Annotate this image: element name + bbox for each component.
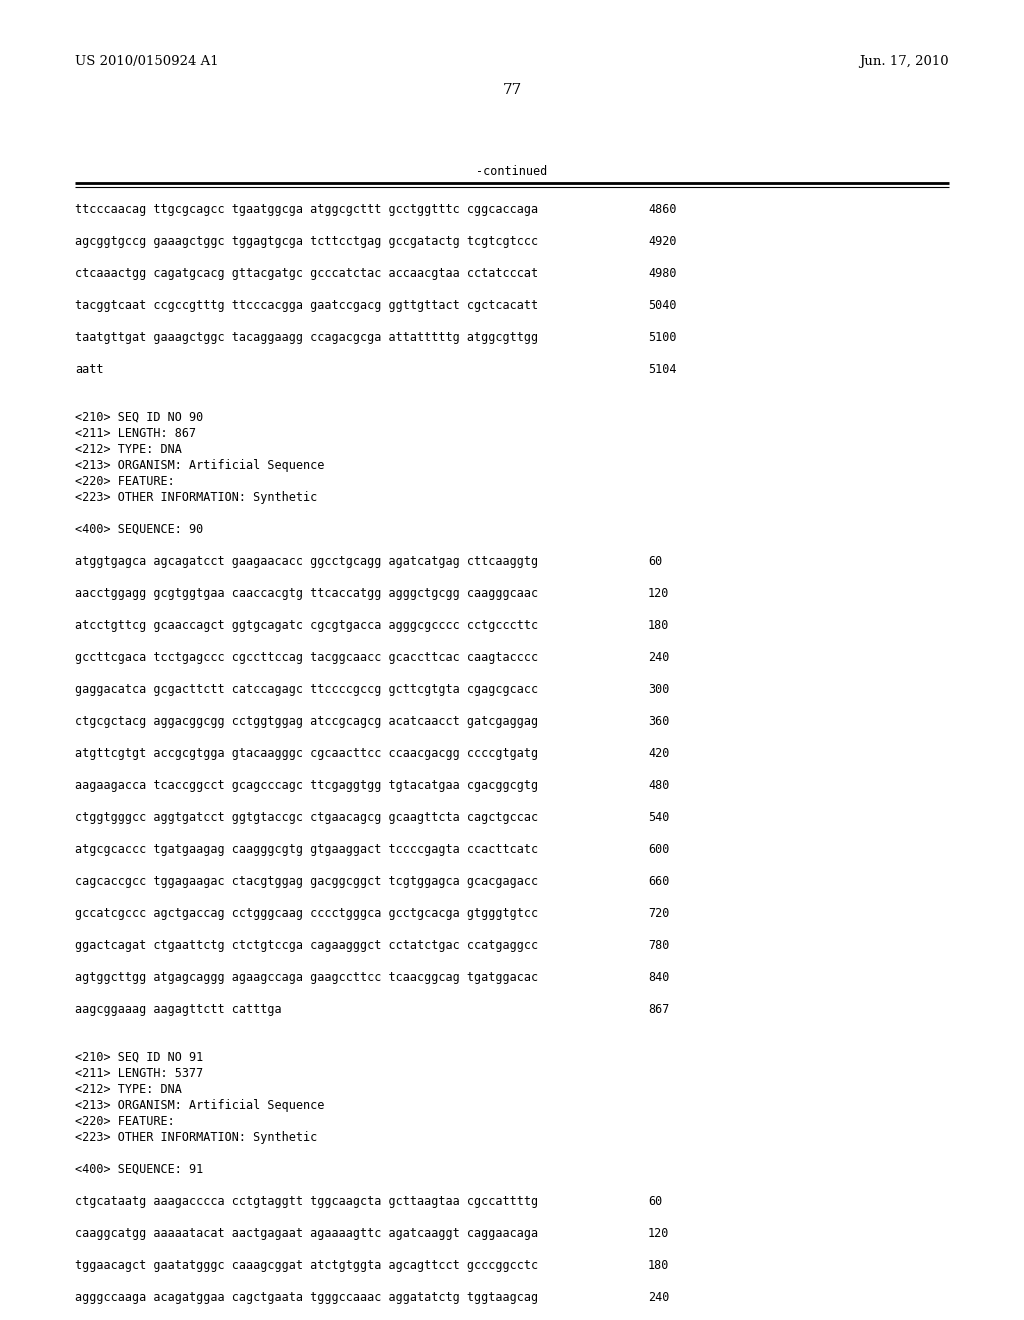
Text: <213> ORGANISM: Artificial Sequence: <213> ORGANISM: Artificial Sequence <box>75 1100 325 1111</box>
Text: 120: 120 <box>648 1228 670 1239</box>
Text: <212> TYPE: DNA: <212> TYPE: DNA <box>75 1082 182 1096</box>
Text: <400> SEQUENCE: 91: <400> SEQUENCE: 91 <box>75 1163 203 1176</box>
Text: atcctgttcg gcaaccagct ggtgcagatc cgcgtgacca agggcgcccc cctgcccttc: atcctgttcg gcaaccagct ggtgcagatc cgcgtga… <box>75 619 539 632</box>
Text: 660: 660 <box>648 875 670 888</box>
Text: <212> TYPE: DNA: <212> TYPE: DNA <box>75 444 182 455</box>
Text: 4920: 4920 <box>648 235 677 248</box>
Text: 867: 867 <box>648 1003 670 1016</box>
Text: 4980: 4980 <box>648 267 677 280</box>
Text: 300: 300 <box>648 682 670 696</box>
Text: 540: 540 <box>648 810 670 824</box>
Text: 60: 60 <box>648 554 663 568</box>
Text: aacctggagg gcgtggtgaa caaccacgtg ttcaccatgg agggctgcgg caagggcaac: aacctggagg gcgtggtgaa caaccacgtg ttcacca… <box>75 587 539 601</box>
Text: ctggtgggcc aggtgatcct ggtgtaccgc ctgaacagcg gcaagttcta cagctgccac: ctggtgggcc aggtgatcct ggtgtaccgc ctgaaca… <box>75 810 539 824</box>
Text: 600: 600 <box>648 843 670 855</box>
Text: <210> SEQ ID NO 90: <210> SEQ ID NO 90 <box>75 411 203 424</box>
Text: aagcggaaag aagagttctt catttga: aagcggaaag aagagttctt catttga <box>75 1003 282 1016</box>
Text: <220> FEATURE:: <220> FEATURE: <box>75 475 175 488</box>
Text: US 2010/0150924 A1: US 2010/0150924 A1 <box>75 55 219 69</box>
Text: aatt: aatt <box>75 363 103 376</box>
Text: <211> LENGTH: 867: <211> LENGTH: 867 <box>75 426 197 440</box>
Text: <220> FEATURE:: <220> FEATURE: <box>75 1115 175 1129</box>
Text: ctgcgctacg aggacggcgg cctggtggag atccgcagcg acatcaacct gatcgaggag: ctgcgctacg aggacggcgg cctggtggag atccgca… <box>75 715 539 729</box>
Text: 60: 60 <box>648 1195 663 1208</box>
Text: 720: 720 <box>648 907 670 920</box>
Text: gccttcgaca tcctgagccc cgccttccag tacggcaacc gcaccttcac caagtacccc: gccttcgaca tcctgagccc cgccttccag tacggca… <box>75 651 539 664</box>
Text: 5100: 5100 <box>648 331 677 345</box>
Text: <400> SEQUENCE: 90: <400> SEQUENCE: 90 <box>75 523 203 536</box>
Text: 480: 480 <box>648 779 670 792</box>
Text: <223> OTHER INFORMATION: Synthetic: <223> OTHER INFORMATION: Synthetic <box>75 491 317 504</box>
Text: agtggcttgg atgagcaggg agaagccaga gaagccttcc tcaacggcag tgatggacac: agtggcttgg atgagcaggg agaagccaga gaagcct… <box>75 972 539 983</box>
Text: tggaacagct gaatatgggc caaagcggat atctgtggta agcagttcct gcccggcctc: tggaacagct gaatatgggc caaagcggat atctgtg… <box>75 1259 539 1272</box>
Text: agggccaaga acagatggaa cagctgaata tgggccaaac aggatatctg tggtaagcag: agggccaaga acagatggaa cagctgaata tgggcca… <box>75 1291 539 1304</box>
Text: cagcaccgcc tggagaagac ctacgtggag gacggcggct tcgtggagca gcacgagacc: cagcaccgcc tggagaagac ctacgtggag gacggcg… <box>75 875 539 888</box>
Text: <210> SEQ ID NO 91: <210> SEQ ID NO 91 <box>75 1051 203 1064</box>
Text: caaggcatgg aaaaatacat aactgagaat agaaaagttc agatcaaggt caggaacaga: caaggcatgg aaaaatacat aactgagaat agaaaag… <box>75 1228 539 1239</box>
Text: 5040: 5040 <box>648 300 677 312</box>
Text: ggactcagat ctgaattctg ctctgtccga cagaagggct cctatctgac ccatgaggcc: ggactcagat ctgaattctg ctctgtccga cagaagg… <box>75 939 539 952</box>
Text: 840: 840 <box>648 972 670 983</box>
Text: atgttcgtgt accgcgtgga gtacaagggc cgcaacttcc ccaacgacgg ccccgtgatg: atgttcgtgt accgcgtgga gtacaagggc cgcaact… <box>75 747 539 760</box>
Text: 360: 360 <box>648 715 670 729</box>
Text: Jun. 17, 2010: Jun. 17, 2010 <box>859 55 949 69</box>
Text: ttcccaacag ttgcgcagcc tgaatggcga atggcgcttt gcctggtttc cggcaccaga: ttcccaacag ttgcgcagcc tgaatggcga atggcgc… <box>75 203 539 216</box>
Text: aagaagacca tcaccggcct gcagcccagc ttcgaggtgg tgtacatgaa cgacggcgtg: aagaagacca tcaccggcct gcagcccagc ttcgagg… <box>75 779 539 792</box>
Text: <213> ORGANISM: Artificial Sequence: <213> ORGANISM: Artificial Sequence <box>75 459 325 473</box>
Text: <223> OTHER INFORMATION: Synthetic: <223> OTHER INFORMATION: Synthetic <box>75 1131 317 1144</box>
Text: 420: 420 <box>648 747 670 760</box>
Text: agcggtgccg gaaagctggc tggagtgcga tcttcctgag gccgatactg tcgtcgtccc: agcggtgccg gaaagctggc tggagtgcga tcttcct… <box>75 235 539 248</box>
Text: gaggacatca gcgacttctt catccagagc ttccccgccg gcttcgtgta cgagcgcacc: gaggacatca gcgacttctt catccagagc ttccccg… <box>75 682 539 696</box>
Text: tacggtcaat ccgccgtttg ttcccacgga gaatccgacg ggttgttact cgctcacatt: tacggtcaat ccgccgtttg ttcccacgga gaatccg… <box>75 300 539 312</box>
Text: atgcgcaccc tgatgaagag caagggcgtg gtgaaggact tccccgagta ccacttcatc: atgcgcaccc tgatgaagag caagggcgtg gtgaagg… <box>75 843 539 855</box>
Text: <211> LENGTH: 5377: <211> LENGTH: 5377 <box>75 1067 203 1080</box>
Text: 77: 77 <box>503 83 521 96</box>
Text: 240: 240 <box>648 651 670 664</box>
Text: taatgttgat gaaagctggc tacaggaagg ccagacgcga attatttttg atggcgttgg: taatgttgat gaaagctggc tacaggaagg ccagacg… <box>75 331 539 345</box>
Text: 180: 180 <box>648 619 670 632</box>
Text: atggtgagca agcagatcct gaagaacacc ggcctgcagg agatcatgag cttcaaggtg: atggtgagca agcagatcct gaagaacacc ggcctgc… <box>75 554 539 568</box>
Text: gccatcgccc agctgaccag cctgggcaag cccctgggca gcctgcacga gtgggtgtcc: gccatcgccc agctgaccag cctgggcaag cccctgg… <box>75 907 539 920</box>
Text: 5104: 5104 <box>648 363 677 376</box>
Text: 4860: 4860 <box>648 203 677 216</box>
Text: ctgcataatg aaagacccca cctgtaggtt tggcaagcta gcttaagtaa cgccattttg: ctgcataatg aaagacccca cctgtaggtt tggcaag… <box>75 1195 539 1208</box>
Text: 180: 180 <box>648 1259 670 1272</box>
Text: -continued: -continued <box>476 165 548 178</box>
Text: 780: 780 <box>648 939 670 952</box>
Text: ctcaaactgg cagatgcacg gttacgatgc gcccatctac accaacgtaa cctatcccat: ctcaaactgg cagatgcacg gttacgatgc gcccatc… <box>75 267 539 280</box>
Text: 240: 240 <box>648 1291 670 1304</box>
Text: 120: 120 <box>648 587 670 601</box>
